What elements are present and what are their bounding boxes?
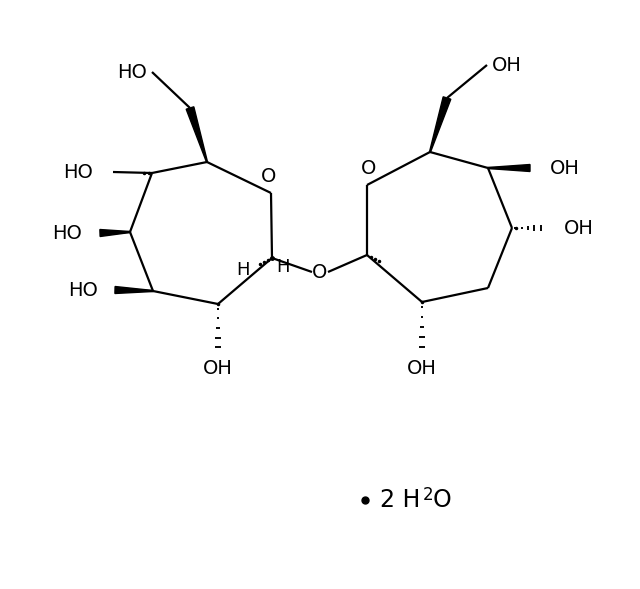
Text: HO: HO bbox=[52, 223, 82, 243]
Polygon shape bbox=[115, 286, 153, 293]
Text: OH: OH bbox=[203, 359, 233, 378]
Text: H: H bbox=[276, 258, 290, 276]
Text: OH: OH bbox=[564, 219, 594, 237]
Text: H: H bbox=[237, 261, 250, 279]
Text: OH: OH bbox=[550, 158, 580, 177]
Text: O: O bbox=[433, 488, 452, 512]
Polygon shape bbox=[100, 230, 130, 237]
Text: HO: HO bbox=[63, 163, 93, 181]
Text: OH: OH bbox=[492, 55, 522, 74]
Polygon shape bbox=[186, 107, 207, 162]
Text: O: O bbox=[312, 263, 328, 282]
Text: HO: HO bbox=[68, 280, 98, 299]
Text: 2 H: 2 H bbox=[380, 488, 420, 512]
Text: O: O bbox=[261, 167, 276, 186]
Polygon shape bbox=[488, 164, 530, 171]
Text: O: O bbox=[362, 158, 377, 177]
Text: 2: 2 bbox=[423, 486, 434, 504]
Polygon shape bbox=[429, 97, 451, 152]
Text: HO: HO bbox=[117, 62, 147, 81]
Text: OH: OH bbox=[407, 359, 437, 378]
